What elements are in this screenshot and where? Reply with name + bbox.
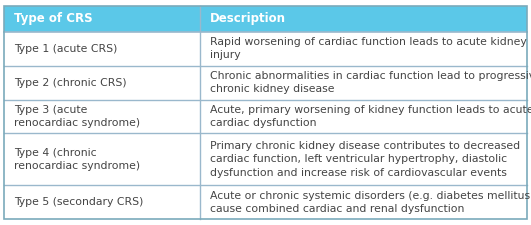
Bar <box>4 32 527 65</box>
Bar <box>4 65 527 99</box>
Bar <box>4 133 527 185</box>
Bar <box>4 6 527 32</box>
Bar <box>4 99 527 133</box>
Text: Type 4 (chronic
renocardiac syndrome): Type 4 (chronic renocardiac syndrome) <box>14 148 140 171</box>
Text: Type 5 (secondary CRS): Type 5 (secondary CRS) <box>14 197 143 207</box>
Text: Acute or chronic systemic disorders (e.g. diabetes mellitus)
cause combined card: Acute or chronic systemic disorders (e.g… <box>210 191 531 214</box>
Text: Type 1 (acute CRS): Type 1 (acute CRS) <box>14 44 117 54</box>
Text: Type 3 (acute
renocardiac syndrome): Type 3 (acute renocardiac syndrome) <box>14 105 140 128</box>
Text: Rapid worsening of cardiac function leads to acute kidney
injury: Rapid worsening of cardiac function lead… <box>210 37 527 60</box>
Text: Primary chronic kidney disease contributes to decreased
cardiac function, left v: Primary chronic kidney disease contribut… <box>210 141 520 178</box>
Text: Chronic abnormalities in cardiac function lead to progressive
chronic kidney dis: Chronic abnormalities in cardiac functio… <box>210 71 531 94</box>
Text: Description: Description <box>210 12 286 25</box>
Text: Type 2 (chronic CRS): Type 2 (chronic CRS) <box>14 78 126 88</box>
Text: Type of CRS: Type of CRS <box>14 12 92 25</box>
Text: Acute, primary worsening of kidney function leads to acute
cardiac dysfunction: Acute, primary worsening of kidney funct… <box>210 105 531 128</box>
Bar <box>4 185 527 219</box>
